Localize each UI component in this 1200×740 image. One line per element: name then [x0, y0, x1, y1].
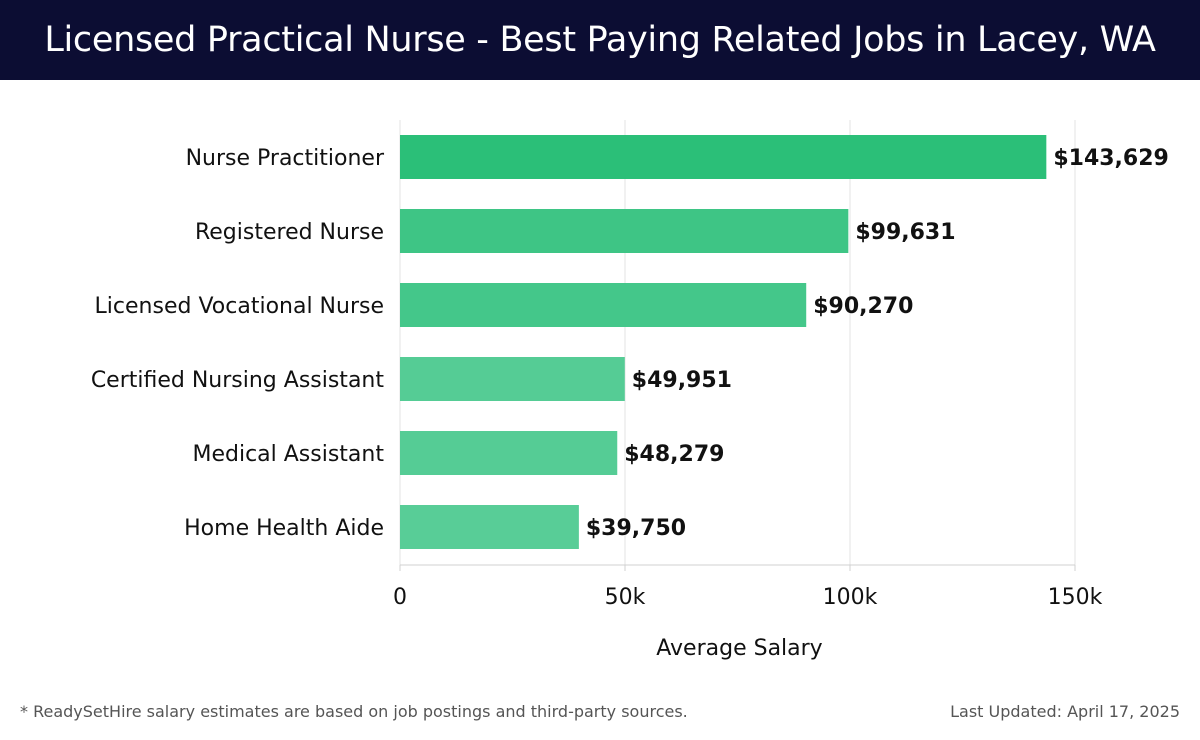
- bar-5: [400, 505, 579, 549]
- value-label-4: $48,279: [624, 442, 724, 467]
- chart-title: Licensed Practical Nurse - Best Paying R…: [44, 20, 1156, 60]
- bar-1: [400, 209, 849, 253]
- bar-4: [400, 431, 618, 475]
- bar-2: [400, 283, 807, 327]
- value-label-0: $143,629: [1053, 146, 1169, 171]
- x-tick-label-1: 50k: [605, 585, 646, 610]
- value-label-2: $90,270: [813, 294, 913, 319]
- x-tick-label-3: 150k: [1048, 585, 1103, 610]
- category-label-2: Licensed Vocational Nurse: [95, 294, 384, 319]
- footnote: * ReadySetHire salary estimates are base…: [20, 702, 688, 721]
- value-label-5: $39,750: [586, 516, 686, 541]
- category-label-1: Registered Nurse: [195, 220, 384, 245]
- value-label-1: $99,631: [855, 220, 955, 245]
- x-axis-title: Average Salary: [656, 636, 822, 661]
- x-tick-label-2: 100k: [823, 585, 878, 610]
- bar-chart: 0 50k 100k 150k Average Salary Nurse Practiti…: [91, 120, 1169, 661]
- bar-0: [400, 135, 1047, 179]
- category-label-0: Nurse Practitioner: [186, 146, 385, 171]
- x-tick-label-0: 0: [393, 585, 407, 610]
- category-label-4: Medical Assistant: [192, 442, 384, 467]
- bar-3: [400, 357, 625, 401]
- category-label-5: Home Health Aide: [184, 516, 384, 541]
- value-label-3: $49,951: [632, 368, 732, 393]
- category-label-3: Certified Nursing Assistant: [91, 368, 385, 393]
- header-banner: Licensed Practical Nurse - Best Paying R…: [0, 0, 1200, 80]
- last-updated: Last Updated: April 17, 2025: [950, 702, 1180, 721]
